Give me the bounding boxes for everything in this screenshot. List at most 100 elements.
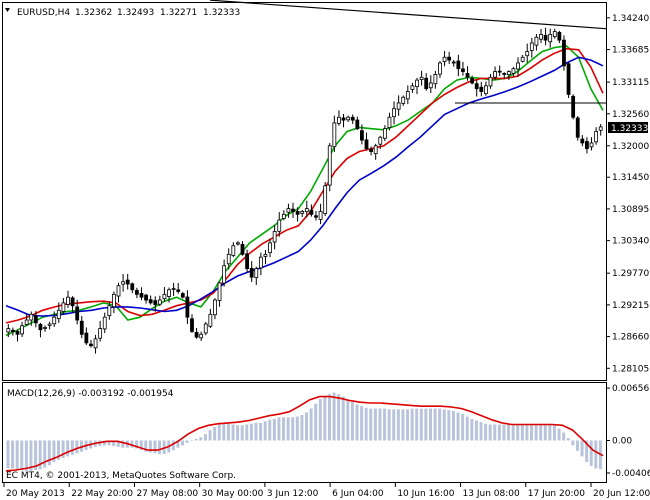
macd-bar — [11, 440, 15, 469]
candle-body — [107, 305, 112, 317]
macd-bar — [438, 408, 442, 441]
candle-body — [373, 145, 378, 155]
candle-body — [341, 117, 346, 121]
macd-bar — [433, 408, 437, 441]
price-tick-label: 1.29770 — [612, 269, 649, 279]
candle-body — [314, 215, 318, 218]
candlestick-series — [6, 27, 603, 354]
macd-bar — [38, 440, 42, 470]
candle-body — [562, 39, 566, 67]
macd-bar — [465, 416, 469, 441]
macd-bar — [208, 430, 212, 441]
candle-body — [148, 299, 153, 304]
candle-body — [493, 71, 497, 78]
candle-body — [580, 138, 585, 144]
macd-bar — [327, 394, 331, 441]
price-tick-label: 1.32000 — [612, 142, 649, 152]
candle-body — [479, 86, 484, 92]
candle-body — [433, 74, 438, 85]
macd-bar — [66, 440, 70, 457]
candle-body — [332, 122, 337, 148]
candle-body — [419, 76, 424, 80]
macd-bar — [534, 424, 538, 441]
price-tick-label: 1.29215 — [612, 301, 649, 311]
macd-bar — [493, 424, 497, 441]
candle-body — [566, 63, 571, 95]
candle-body — [6, 328, 11, 333]
macd-bar — [272, 418, 276, 441]
candle-body — [392, 108, 396, 118]
candle-body — [29, 313, 34, 321]
candle-body — [139, 293, 144, 298]
macd-bar — [548, 424, 552, 441]
candle-body — [258, 256, 263, 269]
moving-average-line — [5, 47, 604, 324]
macd-bar — [552, 425, 556, 441]
macd-bar — [571, 440, 575, 446]
candle-body — [98, 328, 103, 339]
macd-bar — [589, 440, 593, 467]
candle-body — [38, 323, 43, 331]
candle-body — [447, 56, 452, 61]
macd-bar — [332, 392, 336, 441]
price-tick-label: 1.34240 — [612, 14, 649, 24]
candle-body — [438, 62, 442, 75]
candle-body — [575, 117, 580, 138]
candle-body — [93, 338, 98, 349]
candle-body — [157, 299, 162, 305]
macd-bar — [249, 423, 253, 441]
candle-body — [190, 318, 194, 332]
macd-bar — [585, 440, 589, 463]
candle-body — [382, 128, 387, 139]
time-tick-label: 20 May 2013 — [6, 489, 65, 499]
candle-body — [10, 329, 15, 332]
macd-bar — [373, 408, 377, 441]
macd-bar — [148, 440, 152, 453]
candle-body — [52, 316, 57, 325]
candle-body — [194, 332, 199, 338]
close-value: 1.32333 — [203, 8, 240, 18]
macd-bar — [396, 409, 400, 441]
candle-body — [337, 116, 341, 124]
macd-bar — [291, 417, 295, 441]
candle-body — [254, 268, 259, 278]
candle-body — [451, 61, 456, 64]
candle-body — [208, 313, 213, 327]
candle-body — [20, 325, 24, 335]
candle-body — [474, 83, 479, 90]
macd-bar — [240, 425, 244, 441]
macd-bar — [594, 440, 598, 469]
candle-body — [571, 95, 576, 118]
open-value: 1.32362 — [75, 8, 112, 18]
candle-body — [162, 293, 167, 300]
macd-bar — [539, 424, 543, 441]
candle-body — [525, 51, 530, 57]
macd-bar — [24, 440, 28, 471]
macd-bar — [286, 417, 290, 441]
trendline — [209, 0, 607, 30]
macd-bar — [520, 424, 524, 441]
macd-bar — [263, 421, 267, 441]
price-tick-label: 1.32560 — [612, 110, 649, 120]
macd-bar — [15, 440, 19, 470]
macd-bar — [259, 422, 263, 441]
candle-body — [442, 56, 447, 62]
candle-body — [483, 85, 488, 94]
macd-bar — [185, 440, 189, 443]
macd-bar — [488, 424, 492, 441]
macd-bar — [566, 438, 570, 441]
macd-bar — [102, 440, 106, 446]
macd-bar — [346, 399, 350, 441]
macd-bar — [419, 408, 423, 441]
macd-bar — [424, 408, 428, 441]
candle-body — [66, 296, 70, 305]
candle-body — [203, 323, 208, 334]
candle-body — [245, 253, 249, 270]
macd-bar — [314, 403, 318, 441]
candle-body — [300, 211, 305, 214]
time-tick-label: 20 Jun 12:00 — [593, 489, 650, 499]
macd-bar — [392, 409, 396, 441]
candle-body — [470, 78, 475, 84]
macd-bar — [410, 408, 414, 441]
